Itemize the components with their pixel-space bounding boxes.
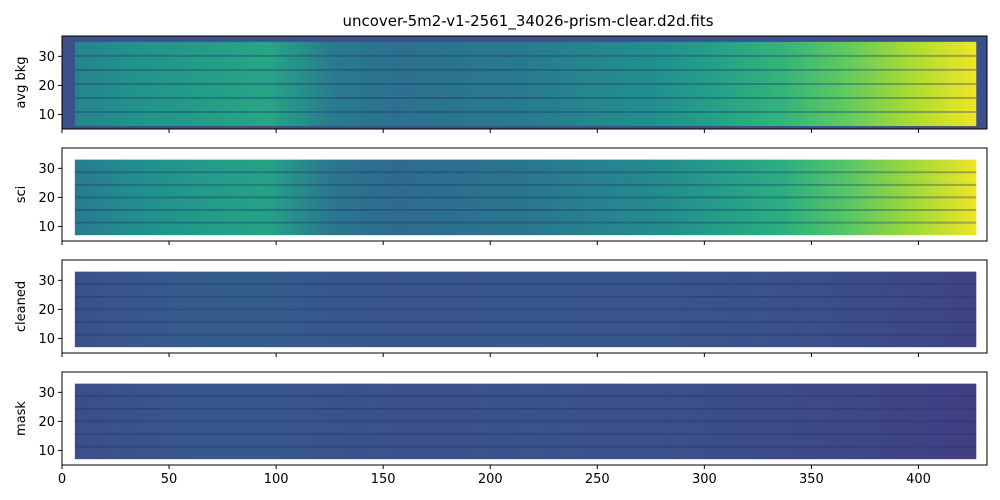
axes-frame <box>61 259 988 354</box>
y-axis-label: cleaned <box>14 281 29 332</box>
axes-frame <box>61 147 988 242</box>
x-tick-label: 100 <box>264 472 289 487</box>
y-tick-label: 30 <box>38 274 55 289</box>
heatmap-image <box>74 41 977 127</box>
y-tick-label: 20 <box>38 303 55 318</box>
y-tick-label: 10 <box>38 332 55 347</box>
y-tick-label: 20 <box>38 191 55 206</box>
x-tick-label: 0 <box>58 472 66 487</box>
axes-frame <box>61 35 988 130</box>
y-tick-label: 20 <box>38 79 55 94</box>
x-tick-label: 50 <box>161 472 178 487</box>
x-tick-label: 300 <box>692 472 717 487</box>
panel-2: 10 20 30 sci <box>14 147 988 245</box>
x-tick-label: 150 <box>371 472 396 487</box>
x-tick-label: 400 <box>906 472 931 487</box>
y-tick-label: 30 <box>38 50 55 65</box>
y-axis-label: sci <box>14 186 29 204</box>
x-tick-label: 200 <box>478 472 503 487</box>
x-tick-label: 250 <box>585 472 610 487</box>
y-tick-label: 30 <box>38 162 55 177</box>
axes-frame <box>61 371 988 466</box>
heatmap-image <box>74 383 977 460</box>
y-tick-label: 30 <box>38 386 55 401</box>
panel-1: 10 20 30 avg bkg <box>14 35 988 133</box>
heatmap-image <box>74 271 977 348</box>
y-tick-label: 20 <box>38 415 55 430</box>
y-tick-label: 10 <box>38 108 55 123</box>
y-tick-label: 10 <box>38 220 55 235</box>
y-axis-label: mask <box>14 401 29 436</box>
y-tick-label: 10 <box>38 444 55 459</box>
panel-3: 10 20 30 cleaned <box>14 259 988 357</box>
panels: 10 20 30 avg bkg 10 20 30 sci 10 20 30 cleaned 10 20 3… <box>14 35 988 487</box>
heatmap-image <box>74 159 977 236</box>
y-axis-label: avg bkg <box>14 56 29 108</box>
figure-title: uncover-5m2-v1-2561_34026-prism-clear.d2… <box>342 12 713 31</box>
x-tick-label: 350 <box>799 472 824 487</box>
